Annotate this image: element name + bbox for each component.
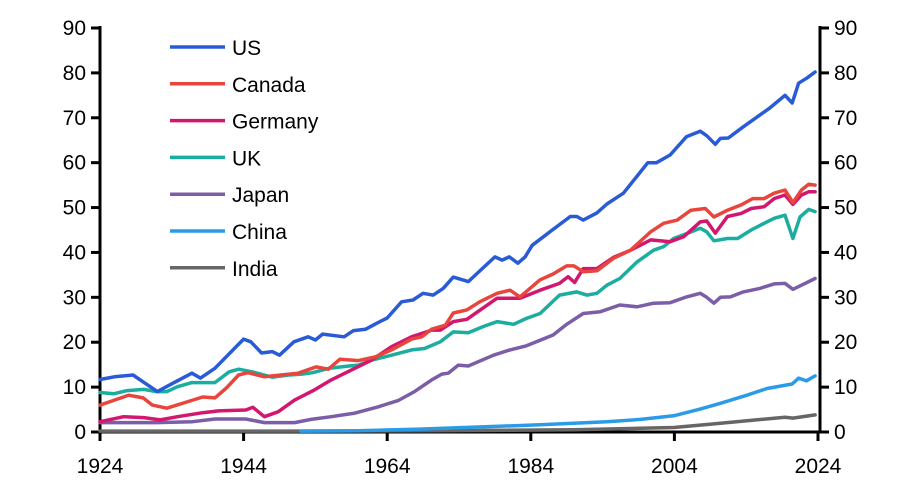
series-line-uk: [98, 207, 817, 396]
y-tick-label-right: 80: [834, 62, 857, 85]
y-tick-label-left: 20: [63, 331, 86, 354]
legend-label-india: India: [232, 258, 278, 281]
y-tick-label-right: 90: [834, 17, 857, 40]
y-tick-label-right: 70: [834, 107, 857, 130]
legend-label-uk: UK: [232, 147, 261, 170]
legend-label-china: China: [232, 221, 287, 244]
series-lines: [98, 70, 817, 433]
y-tick-label-right: 10: [834, 376, 857, 399]
y-tick-label-right: 20: [834, 331, 857, 354]
series-line-japan: [98, 276, 817, 425]
legend-label-us: US: [232, 37, 261, 60]
y-tick-label-left: 80: [63, 62, 86, 85]
y-tick-label-left: 60: [63, 152, 86, 175]
series-line-germany: [98, 190, 817, 424]
y-tick-label-left: 0: [74, 421, 86, 444]
y-tick-label-right: 60: [834, 152, 857, 175]
legend-label-japan: Japan: [232, 184, 289, 207]
legend-label-germany: Germany: [232, 111, 319, 134]
y-tick-label-right: 50: [834, 197, 857, 220]
y-tick-label-left: 10: [63, 376, 86, 399]
x-tick-label: 2004: [651, 455, 698, 478]
x-tick-label: 1964: [364, 455, 411, 478]
y-tick-label-right: 40: [834, 241, 857, 264]
y-tick-label-left: 70: [63, 107, 86, 130]
axes: 0 0 10 10 20 20 30 30 40 40 50 50 60 60 70 70 80 80 90 90 19…: [63, 17, 858, 478]
x-tick-label: 1944: [220, 455, 267, 478]
legend-label-canada: Canada: [232, 74, 306, 97]
x-tick-label: 2024: [795, 455, 842, 478]
y-tick-label-left: 50: [63, 197, 86, 220]
series-line-canada: [98, 182, 817, 410]
y-tick-label-left: 90: [63, 17, 86, 40]
y-tick-label-right: 30: [834, 286, 857, 309]
y-tick-label-left: 30: [63, 286, 86, 309]
series-line-china: [299, 374, 817, 433]
y-tick-label-left: 40: [63, 241, 86, 264]
x-tick-label: 1924: [77, 455, 124, 478]
legend: US Canada Germany UK Japan China India: [170, 37, 319, 281]
series-line-us: [98, 70, 817, 394]
y-tick-label-right: 0: [834, 421, 846, 444]
x-tick-label: 1984: [507, 455, 554, 478]
